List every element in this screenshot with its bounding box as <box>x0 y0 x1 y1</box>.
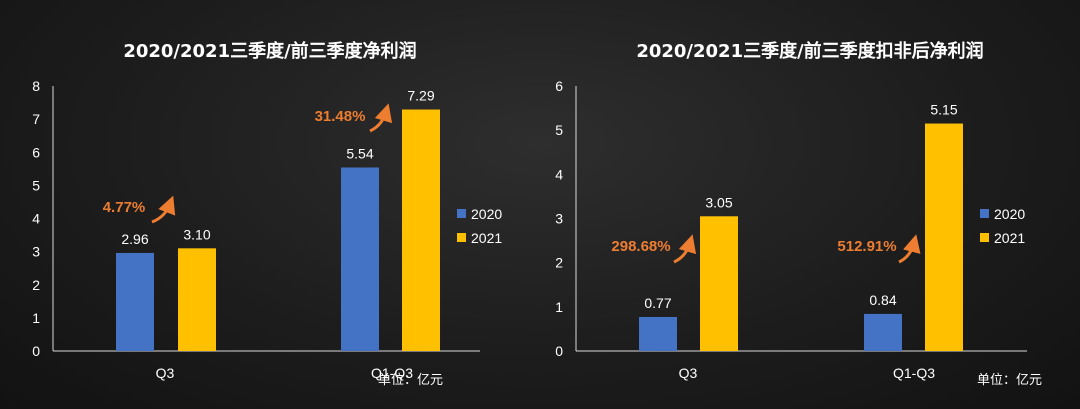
bar-2020-q3 <box>116 252 154 351</box>
x-category-label: Q1-Q3 <box>371 365 413 381</box>
x-category-label: Q3 <box>679 365 698 381</box>
x-category-label: Q1-Q3 <box>893 365 935 381</box>
growth-rate-label: 31.48% <box>315 108 366 125</box>
y-tick-label: 0 <box>32 343 40 359</box>
growth-arrow-icon <box>898 234 921 264</box>
y-tick-label: 2 <box>555 255 563 271</box>
y-tick-label: 3 <box>32 244 40 260</box>
growth-arrow-icon <box>151 195 176 224</box>
bar-2020-q3 <box>639 316 677 351</box>
y-tick-label: 6 <box>555 78 563 94</box>
data-label: 7.29 <box>407 88 434 104</box>
growth-rate-label: 4.77% <box>103 199 146 216</box>
growth-rate-label: 298.68% <box>611 238 670 255</box>
y-tick-label: 6 <box>32 144 40 160</box>
bar-2020-q1-q3 <box>341 167 379 351</box>
y-tick-label: 7 <box>32 111 40 127</box>
deducted-net-profit-chart: 2020/2021三季度/前三季度扣非后净利润 0 1 2 3 4 5 6 Q3 Q1-Q3 0.7… <box>555 40 1042 388</box>
legend-label-2020: 2020 <box>471 206 502 222</box>
legend-swatch-2020 <box>980 209 989 218</box>
y-tick-label: 2 <box>32 277 40 293</box>
growth-arrow-icon <box>673 234 697 264</box>
legend-label-2021: 2021 <box>471 230 502 246</box>
bar-2021-q1-q3 <box>925 123 963 352</box>
y-tick-label: 1 <box>555 299 563 315</box>
legend-swatch-2021 <box>457 233 466 242</box>
y-tick-label: 1 <box>32 310 40 326</box>
y-tick-label: 8 <box>32 78 40 94</box>
legend-label-2020: 2020 <box>994 206 1025 222</box>
y-tick-label: 4 <box>555 166 563 182</box>
chart-panel-net-profit: 2020/2021三季度/前三季度净利润 0 1 2 3 4 5 6 7 8 Q3 Q1-Q3 2.96… <box>32 40 502 388</box>
y-tick-label: 0 <box>555 343 563 359</box>
growth-arrow-icon <box>369 103 393 133</box>
unit-label: 单位：亿元 <box>977 373 1042 388</box>
growth-rate-label: 512.91% <box>837 238 896 255</box>
y-tick-label: 5 <box>555 122 563 138</box>
bar-2020-q1-q3 <box>864 313 902 351</box>
data-label: 5.15 <box>930 102 957 118</box>
data-label: 0.84 <box>869 292 896 308</box>
data-label: 3.10 <box>183 226 210 242</box>
y-tick-label: 5 <box>32 177 40 193</box>
bar-2021-q3 <box>700 216 738 351</box>
legend-swatch-2020 <box>457 209 466 218</box>
x-category-label: Q3 <box>156 365 175 381</box>
y-tick-label: 3 <box>555 211 563 227</box>
bar-2021-q3 <box>178 248 216 351</box>
y-tick-label: 4 <box>32 211 40 227</box>
unit-label: 单位：亿元 <box>378 373 443 388</box>
data-label: 5.54 <box>346 145 373 161</box>
bar-2021-q1-q3 <box>402 109 440 351</box>
data-label: 2.96 <box>121 231 148 247</box>
legend-label-2021: 2021 <box>994 230 1025 246</box>
net-profit-chart: 2020/2021三季度/前三季度净利润 0 1 2 3 4 5 6 7 8 Q3 Q1-Q3 2.96… <box>32 40 502 388</box>
data-label: 0.77 <box>644 295 671 311</box>
chart-panel-deducted-net-profit: 2020/2021三季度/前三季度扣非后净利润 0 1 2 3 4 5 6 Q3 Q1-Q3 0.7… <box>540 0 1080 409</box>
data-label: 3.05 <box>705 194 732 210</box>
chart-title: 2020/2021三季度/前三季度扣非后净利润 <box>636 40 983 62</box>
chart-title: 2020/2021三季度/前三季度净利润 <box>123 40 416 62</box>
legend-swatch-2021 <box>980 233 989 242</box>
